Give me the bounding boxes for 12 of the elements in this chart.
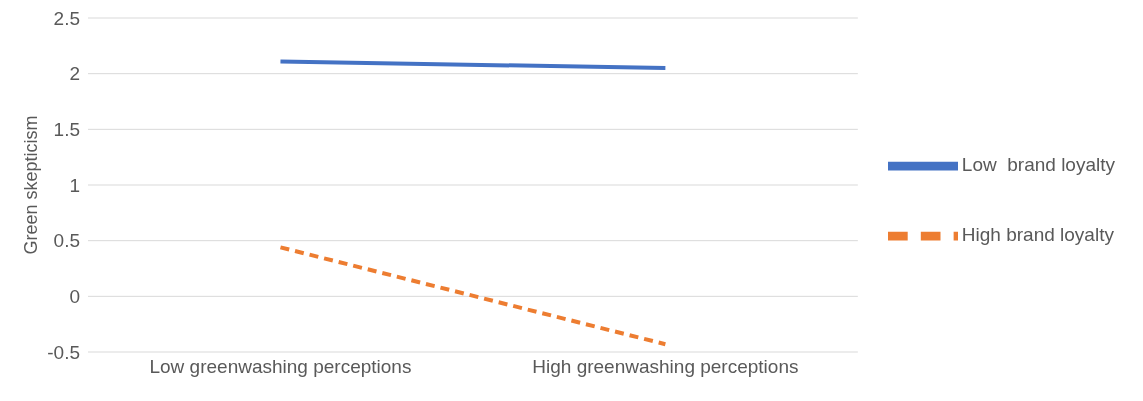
- legend-label: Low brand loyalty: [961, 153, 1115, 175]
- y-tick-label: 1: [69, 174, 80, 196]
- y-tick-label: 0: [69, 286, 80, 308]
- y-tick-label: 1.5: [53, 119, 80, 141]
- y-axis-title: Green skepticism: [21, 115, 42, 255]
- y-tick-label: 2.5: [53, 7, 80, 29]
- legend-label: High brand loyalty: [961, 223, 1114, 245]
- y-tick-label: 2: [69, 63, 80, 85]
- x-tick-label: Low greenwashing perceptions: [149, 356, 412, 378]
- x-tick-label: High greenwashing perceptions: [532, 356, 799, 378]
- y-tick-label: -0.5: [47, 341, 80, 363]
- y-tick-label: 0.5: [53, 230, 80, 252]
